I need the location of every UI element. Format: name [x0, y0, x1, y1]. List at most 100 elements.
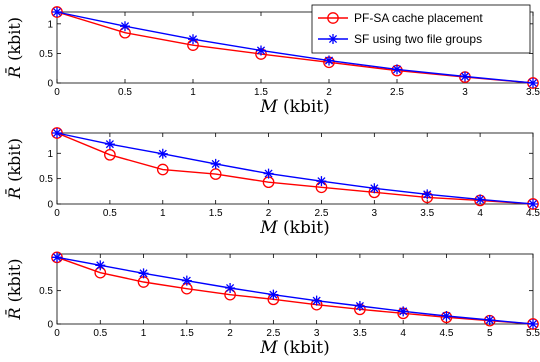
x-tick-label: 0.5	[103, 208, 117, 219]
x-tick-label: 4.5	[440, 328, 454, 339]
series-1-point	[51, 127, 63, 139]
y-axis-label: R̄ (kbit)	[3, 17, 24, 79]
y-axis-label-unit: (kbit)	[5, 258, 24, 307]
x-axis-label-variable: M	[259, 218, 278, 238]
x-tick-label: 0.5	[93, 328, 107, 339]
series-2-point	[157, 148, 168, 159]
x-tick-label: 4	[400, 328, 406, 339]
legend-entry-label: SF using two file groups	[354, 32, 482, 46]
series-2-point	[138, 268, 149, 279]
y-tick-label: 0	[47, 320, 53, 331]
series-2-point	[398, 306, 409, 317]
series-line-2	[56, 11, 534, 84]
x-axis-label-unit: (kbit)	[278, 338, 330, 358]
series-2-point	[484, 315, 495, 325]
y-axis-label-unit: (kbit)	[5, 17, 24, 66]
series-2-point	[324, 55, 334, 66]
x-tick-label: 3	[314, 328, 320, 339]
x-axis-label: M (kbit)	[259, 218, 330, 238]
axes-box	[56, 132, 534, 205]
series-2-point	[528, 319, 538, 329]
legend-entry-label: PF-SA cache placement	[354, 11, 483, 25]
x-tick-label: 1	[160, 208, 166, 219]
x-axis-label: M (kbit)	[259, 338, 330, 358]
y-tick-label: 0.5	[39, 49, 53, 60]
series-2-point	[441, 311, 452, 321]
x-tick-label: 2	[326, 87, 332, 98]
y-axis-label: R̄ (kbit)	[3, 138, 24, 200]
series-2-point	[52, 7, 62, 17]
series-2-point	[369, 183, 380, 194]
series-line-2	[56, 256, 534, 325]
series-2-point	[188, 34, 198, 45]
y-tick-label: 0.5	[39, 174, 53, 185]
x-tick-label: 0	[54, 87, 60, 98]
series-2-point	[263, 168, 274, 179]
legend-marker-circle	[327, 12, 339, 24]
x-tick-label: 4.5	[526, 208, 540, 219]
series-2-point	[460, 71, 470, 82]
series-2-point	[268, 289, 279, 300]
series-line-2	[56, 132, 534, 205]
series-2-point	[104, 139, 115, 150]
series-1-point	[156, 163, 169, 176]
series-1-point	[51, 251, 63, 264]
series-2-point	[225, 283, 236, 293]
x-axis-label-variable: M	[259, 338, 278, 358]
series-2-point	[210, 158, 221, 169]
series-2-point	[95, 260, 106, 271]
legend-marker-asterisk	[328, 34, 338, 44]
y-tick-label: 1	[47, 19, 53, 30]
y-axis-label: R̄ (kbit)	[3, 258, 24, 320]
x-tick-label: 3.5	[420, 208, 434, 219]
series-2-point	[354, 301, 365, 311]
x-tick-label: 3.5	[353, 328, 367, 339]
series-line-1	[56, 256, 534, 325]
panel-3: 0 0.5 1 1.5 2 2.5 3 3.5 4 4.5 5 5.500.5R̄ (kbit)M (…	[3, 251, 540, 358]
x-tick-label: 1.5	[180, 328, 194, 339]
series-2-point	[52, 252, 62, 263]
y-axis-label-unit: (kbit)	[5, 138, 24, 187]
x-tick-label: 3	[462, 87, 468, 98]
x-tick-label: 3	[372, 208, 378, 219]
series-line-1	[56, 132, 534, 205]
x-tick-label: 0	[54, 328, 60, 339]
y-tick-label: 0.5	[39, 286, 53, 297]
series-1-point	[51, 6, 63, 18]
x-axis-label: M (kbit)	[259, 97, 330, 117]
y-tick-label: 1	[47, 149, 53, 160]
series-2-point	[528, 78, 538, 88]
series-2-point	[316, 176, 327, 187]
series-2-point	[311, 295, 322, 306]
panel-1: 0 0.5 1 1.5 2 2.5 3 3.500.51R̄ (kbit)M (kbit)PF…	[3, 4, 540, 117]
x-tick-label: 0	[54, 208, 60, 219]
x-tick-label: 2.5	[390, 87, 404, 98]
x-tick-label: 2.5	[314, 208, 328, 219]
y-tick-label: 0	[47, 79, 53, 90]
y-axis-label-variable: R̄	[3, 308, 24, 321]
x-axis-label-unit: (kbit)	[278, 97, 330, 117]
series-2-point	[120, 21, 130, 32]
x-tick-label: 1.5	[209, 208, 223, 219]
x-tick-label: 1	[190, 87, 196, 98]
x-tick-label: 2	[266, 208, 272, 219]
x-tick-label: 2.5	[266, 328, 280, 339]
x-tick-label: 4	[477, 208, 483, 219]
panel-2: 0 0.5 1 1.5 2 2.5 3 3.5 4 4.500.51R̄ (kbit)M (kbi…	[3, 127, 540, 238]
x-axis-label-unit: (kbit)	[278, 218, 330, 238]
series-2-point	[392, 64, 402, 75]
x-tick-label: 2	[227, 328, 233, 339]
axes-box	[56, 253, 534, 325]
x-axis-label-variable: M	[259, 97, 278, 117]
series-2-point	[475, 194, 486, 205]
series-1-point	[104, 148, 116, 161]
x-tick-label: 1.5	[254, 87, 268, 98]
x-tick-label: 5.5	[526, 328, 540, 339]
y-axis-label-variable: R̄	[3, 187, 24, 200]
legend-box	[311, 4, 531, 54]
x-tick-label: 3.5	[526, 87, 540, 98]
series-2-point	[52, 128, 62, 138]
series-2-point	[422, 189, 433, 200]
y-axis-label-variable: R̄	[3, 66, 24, 79]
